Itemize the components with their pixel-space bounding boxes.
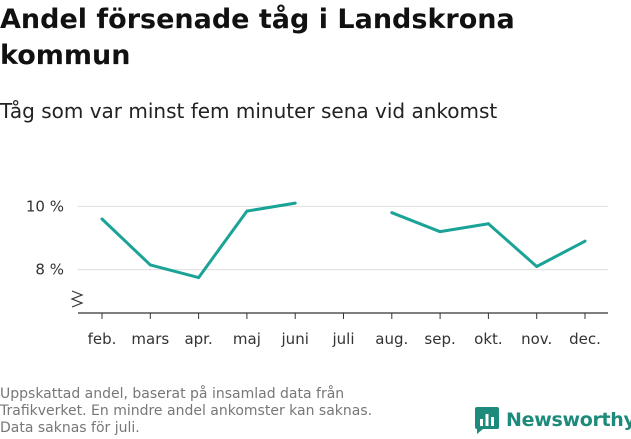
- x-tick-label: juli: [331, 330, 354, 348]
- series-line-segment: [100, 201, 296, 280]
- x-tick-label: maj: [233, 330, 261, 348]
- y-tick-label: 8 %: [35, 261, 64, 279]
- footnote-line: Trafikverket. En mindre andel ankomster …: [0, 403, 373, 419]
- newsworthy-logo-icon: [475, 407, 499, 434]
- data-point: [583, 239, 587, 243]
- footnote-line: Uppskattad andel, baserat på insamlad da…: [0, 386, 345, 402]
- data-point: [486, 222, 490, 226]
- x-tick-label: okt.: [474, 330, 503, 348]
- newsworthy-brand-name: Newsworthy: [506, 409, 631, 431]
- chart-subtitle: Tåg som var minst fem minuter sena vid a…: [0, 99, 498, 123]
- data-point: [293, 201, 297, 205]
- line-layer: [100, 201, 587, 280]
- label-layer: 8 % 10 % feb. mars apr. maj juni juli aug. sep. ok…: [26, 197, 601, 348]
- data-point: [100, 217, 104, 221]
- data-point: [245, 209, 249, 213]
- x-tick-label: mars: [131, 330, 169, 348]
- x-tick-label: feb.: [88, 330, 117, 348]
- axis-layer: [70, 290, 608, 319]
- newsworthy-logo: Newsworthy: [474, 406, 631, 434]
- x-tick-label: apr.: [184, 330, 212, 348]
- data-point: [390, 211, 394, 215]
- x-tick-label: aug.: [375, 330, 408, 348]
- series-line-segment: [391, 211, 586, 268]
- axis-break-icon: [70, 290, 84, 308]
- x-tick-label: dec.: [569, 330, 601, 348]
- data-point: [148, 263, 152, 267]
- line-chart: 8 % 10 % feb. mars apr. maj juni juli aug. sep. ok…: [26, 197, 608, 348]
- y-tick-label: 10 %: [26, 197, 64, 215]
- footnote-line: Data saknas för juli.: [0, 420, 140, 436]
- data-point: [438, 230, 442, 234]
- data-point: [197, 276, 201, 280]
- x-tick-label: juni: [281, 330, 309, 348]
- data-point: [535, 265, 539, 268]
- x-tick-label: sep.: [424, 330, 455, 348]
- x-tick-label: nov.: [521, 330, 552, 348]
- footnote: Uppskattad andel, baserat på insamlad da…: [0, 386, 440, 437]
- chart-title: Andel försenade tåg i Landskrona kommun: [0, 4, 515, 71]
